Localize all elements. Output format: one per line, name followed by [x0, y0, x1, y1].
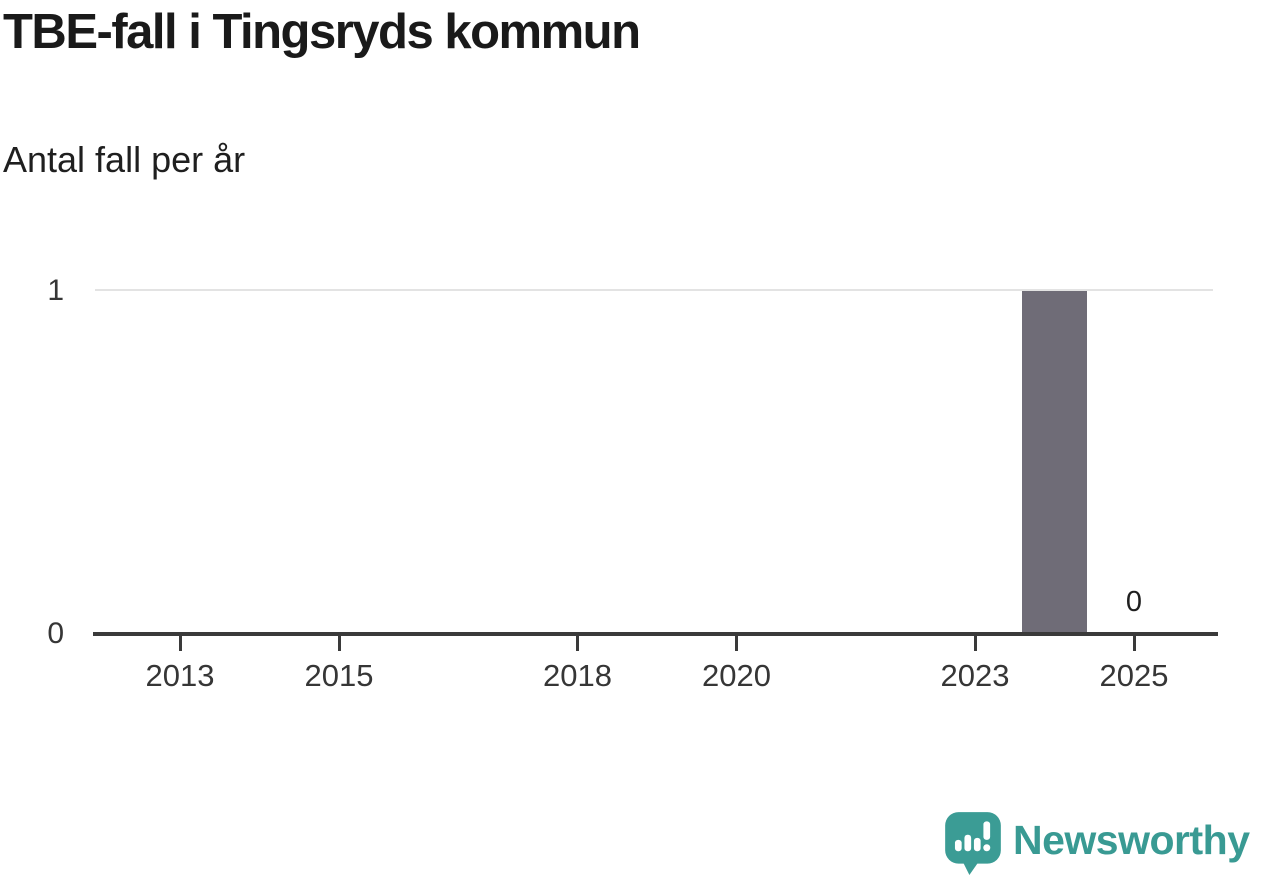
bar-2024 — [1022, 291, 1087, 634]
x-tick-mark-2025 — [1132, 635, 1136, 651]
x-axis-tick-label: 2013 — [145, 658, 215, 693]
x-axis-tick-label: 2025 — [1099, 658, 1169, 693]
x-tick-mark-2018 — [576, 635, 579, 651]
x-axis-tick-label: 2020 — [702, 658, 771, 693]
x-axis-tick-label: 2018 — [543, 658, 612, 693]
chart-subtitle: Antal fall per år — [3, 139, 246, 180]
x-tick-mark-2023 — [973, 635, 977, 651]
x-tick-mark-2013 — [178, 635, 182, 651]
x-tick-mark-2020 — [735, 635, 738, 651]
x-axis-tick-label: 2023 — [940, 658, 1010, 693]
chart-title: TBE-fall i Tingsryds kommun — [3, 5, 641, 59]
x-tick-mark-2015 — [337, 635, 341, 651]
y-axis-tick-label: 1 — [47, 274, 64, 307]
y-axis-tick-label: 0 — [47, 617, 64, 650]
gridline-y-1 — [95, 289, 1213, 291]
newsworthy-logo-icon — [942, 810, 1004, 876]
bar-value-label-2025: 0 — [1125, 586, 1143, 618]
x-axis-line — [93, 632, 1218, 636]
brand-name-text: Newsworthy — [1013, 816, 1250, 863]
newsworthy-brand: Newsworthy — [942, 810, 1250, 876]
x-axis-tick-label: 2015 — [304, 658, 374, 693]
